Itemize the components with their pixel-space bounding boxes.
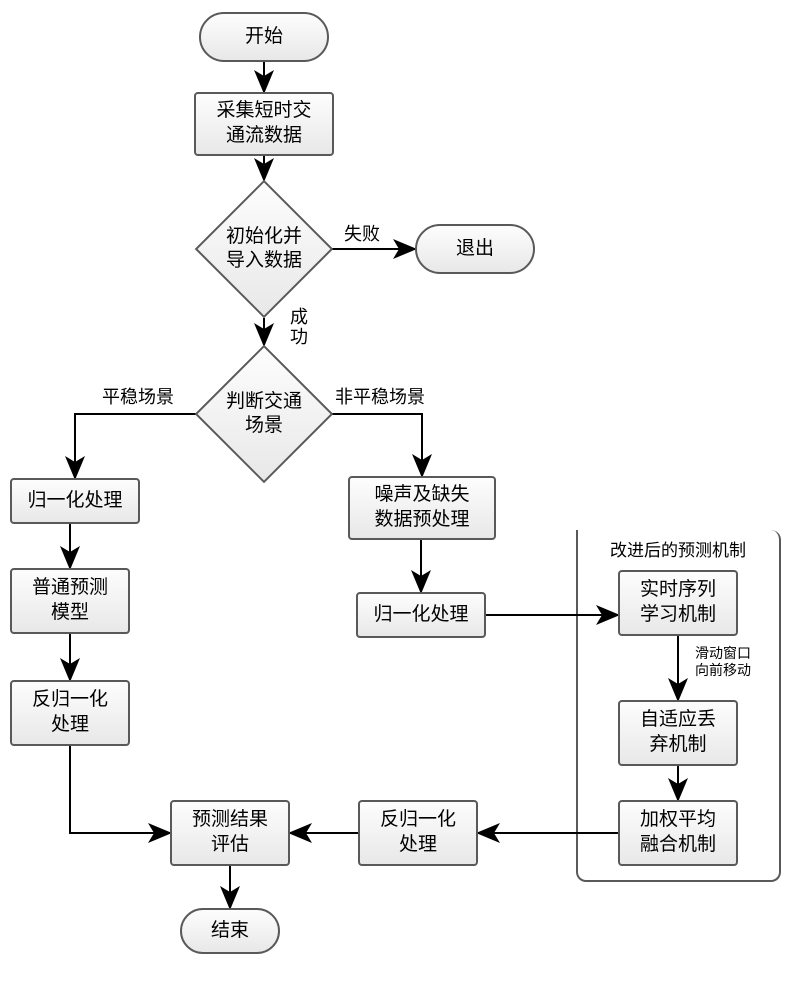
- process-norm-left: 归一化处理: [10, 478, 140, 524]
- process-eval: 预测结果评估: [170, 800, 290, 866]
- node-label: 自适应丢弃机制: [640, 708, 716, 757]
- node-label: 反归一化处理: [32, 688, 108, 737]
- process-noise: 噪声及缺失数据预处理: [348, 476, 496, 540]
- process-norm-right: 归一化处理: [356, 592, 486, 638]
- node-label: 初始化并导入数据: [226, 225, 302, 273]
- terminator-start: 开始: [199, 12, 329, 62]
- node-label: 退出: [456, 237, 494, 262]
- node-label: 噪声及缺失数据预处理: [374, 483, 469, 532]
- node-label: 加权平均融合机制: [640, 808, 716, 857]
- process-model: 普通预测模型: [10, 568, 130, 634]
- node-label: 普通预测模型: [32, 576, 108, 625]
- node-label: 预测结果评估: [192, 808, 268, 857]
- node-label: 判断交通场景: [226, 390, 302, 438]
- decision-init: 初始化并导入数据: [215, 200, 313, 298]
- terminator-end: 结束: [180, 908, 280, 954]
- process-collect: 采集短时交通流数据: [194, 92, 334, 156]
- process-denorm-right: 反归一化处理: [358, 800, 478, 866]
- process-denorm-left: 反归一化处理: [10, 680, 130, 746]
- terminator-exit: 退出: [415, 224, 535, 274]
- node-label: 归一化处理: [373, 603, 468, 628]
- group-label: 改进后的预测机制: [610, 536, 746, 561]
- process-drop: 自适应丢弃机制: [618, 700, 738, 766]
- node-label: 反归一化处理: [380, 808, 456, 857]
- node-label: 采集短时交通流数据: [216, 99, 311, 148]
- process-fuse: 加权平均融合机制: [618, 800, 738, 866]
- label-slide: 滑动窗口向前移动: [695, 645, 751, 679]
- label-unstable: 非平稳场景: [335, 383, 425, 409]
- label-fail: 失败: [344, 220, 380, 246]
- decision-judge: 判断交通场景: [215, 365, 313, 463]
- node-label: 开始: [245, 25, 283, 50]
- label-success: 成功: [290, 308, 308, 348]
- node-label: 结束: [211, 919, 249, 944]
- node-label: 归一化处理: [27, 489, 122, 514]
- node-label: 实时序列学习机制: [640, 578, 716, 627]
- process-seq: 实时序列学习机制: [618, 570, 738, 636]
- label-stable: 平稳场景: [102, 383, 174, 409]
